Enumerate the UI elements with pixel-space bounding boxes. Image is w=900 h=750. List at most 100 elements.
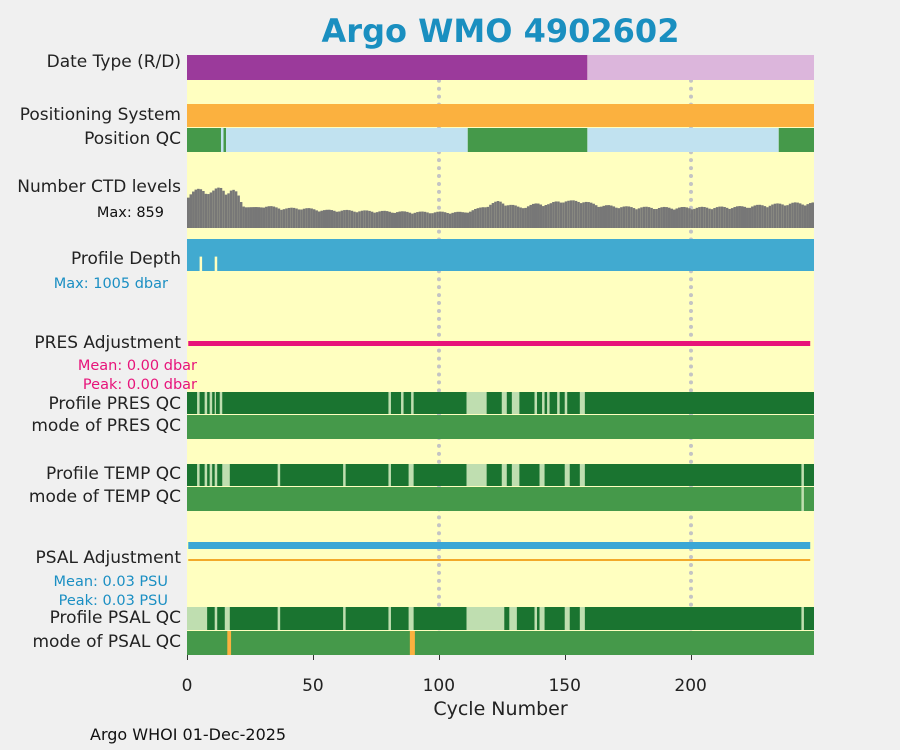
ctd-level-bar (526, 206, 530, 228)
ctd-level-bar (569, 200, 573, 228)
ctd-level-bar (698, 207, 701, 228)
ctd-level-bar (413, 212, 417, 228)
ctd-level-bar (217, 187, 220, 228)
ctd-level-bar (368, 210, 371, 228)
profile_pres_qc-light (466, 392, 487, 414)
ctd-level-bar (224, 194, 228, 228)
row-label-profile-pres-qc: Profile PRES QC (48, 394, 181, 414)
ctd-level-bar (605, 205, 608, 228)
profile_psal_qc-light (187, 607, 208, 630)
ctd-level-bar (801, 204, 804, 228)
ctd-level-bar (496, 201, 500, 228)
profile_pres_qc-light (579, 392, 585, 414)
ctd-level-bar (436, 211, 439, 228)
ctd-level-bar (557, 201, 560, 228)
ctd-level-bar (788, 203, 792, 228)
ctd-level-bar (675, 208, 679, 228)
ctd-level-bar (539, 204, 543, 228)
profile_pres_qc-light (411, 392, 414, 414)
ctd-level-bar (693, 208, 696, 228)
ctd-level-bar (491, 203, 495, 228)
ctd-level-bar (751, 206, 754, 228)
ctd-level-bar (652, 209, 656, 228)
ctd-level-bar (723, 207, 726, 228)
ctd-level-bar (262, 207, 266, 228)
ctd-level-bar (564, 201, 568, 228)
ctd-level-bar (204, 193, 208, 228)
profile_pres_qc-light (209, 392, 213, 414)
profile_psal_qc-light (277, 607, 281, 630)
profile_psal_qc-light (388, 607, 391, 630)
ctd-level-bar (547, 204, 550, 228)
ctd-level-bar (597, 206, 600, 228)
footer-credit: Argo WHOI 01-Dec-2025 (90, 725, 287, 744)
ctd-level-bar (280, 209, 283, 228)
ctd-level-bar (461, 212, 464, 228)
ctd-level-bar (645, 206, 648, 228)
ctd-level-bar (423, 211, 427, 228)
ctd-level-bar (187, 197, 190, 228)
ctd-level-bar (254, 207, 258, 228)
ctd-level-bar (393, 212, 396, 228)
ctd-level-bar (499, 201, 502, 228)
ctd-level-bar (678, 207, 681, 228)
position-qc-1 (778, 128, 814, 152)
ctd-level-bar (403, 211, 407, 228)
ctd-level-bar (685, 207, 689, 228)
x-tick-label-100: 100 (422, 676, 456, 696)
ctd-level-bar (708, 208, 711, 228)
ctd-level-bar (519, 207, 522, 228)
ctd-level-bar (650, 207, 653, 228)
position-qc-1 (187, 128, 221, 152)
x-tick-label-150: 150 (548, 676, 581, 696)
ctd-level-bar (456, 211, 459, 228)
ctd-level-bar (234, 191, 238, 228)
profile-depth-notch (214, 256, 218, 271)
profile_pres_qc-light (197, 392, 200, 414)
ctd-level-bar (247, 207, 250, 228)
x-tick-100 (438, 655, 440, 660)
position-qc-8 (587, 128, 779, 152)
profile_pres_qc-light (511, 392, 520, 414)
row-label-mode-pres-qc: mode of PRES QC (31, 416, 181, 436)
ctd-level-bar (479, 207, 482, 228)
ctd-level-bar (192, 191, 195, 228)
chart-title: Argo WMO 4902602 (321, 12, 680, 50)
ctd-level-bar (786, 205, 789, 228)
ctd-level-bar (239, 202, 243, 228)
ctd-level-bar (252, 207, 255, 228)
ctd-level-bar (287, 207, 291, 228)
positioning-system-bar (187, 104, 814, 127)
ctd-level-bar (655, 209, 658, 228)
ctd-level-bar (514, 205, 517, 228)
row-label-date-type: Date Type (R/D) (46, 52, 181, 72)
ctd-level-bar (700, 206, 704, 228)
ctd-level-bar (562, 202, 565, 228)
ctd-level-bar (710, 209, 714, 228)
ctd-level-bar (277, 208, 281, 228)
ctd-level-bar (577, 201, 580, 228)
profile_pres_qc-light (219, 392, 223, 414)
ctd-level-bar (431, 213, 434, 228)
profile-depth-bar (187, 239, 814, 271)
profile_psal_qc-light (509, 607, 517, 630)
ctd-level-bar (275, 207, 278, 228)
ctd-level-bar (474, 208, 477, 228)
ctd-level-bar (667, 207, 671, 228)
ctd-level-bar (665, 207, 668, 228)
ctd-level-bar (489, 204, 492, 228)
ctd-level-bar (635, 209, 638, 228)
profile_temp_qc-light (343, 464, 346, 486)
ctd-level-bar (761, 205, 764, 228)
ctd-level-bar (471, 210, 475, 228)
ctd-level-bar (290, 207, 293, 228)
ctd-level-bar (610, 205, 613, 228)
ctd-level-bar (705, 207, 709, 228)
ctd-level-bar (587, 202, 590, 228)
ctd-level-bar (333, 210, 336, 228)
position-qc-8 (220, 128, 224, 152)
depth-max-label: Max: 1005 dbar (53, 276, 168, 292)
ctd-level-bar (768, 205, 772, 228)
ctd-level-bar (688, 208, 691, 228)
ctd-level-bar (771, 204, 774, 228)
